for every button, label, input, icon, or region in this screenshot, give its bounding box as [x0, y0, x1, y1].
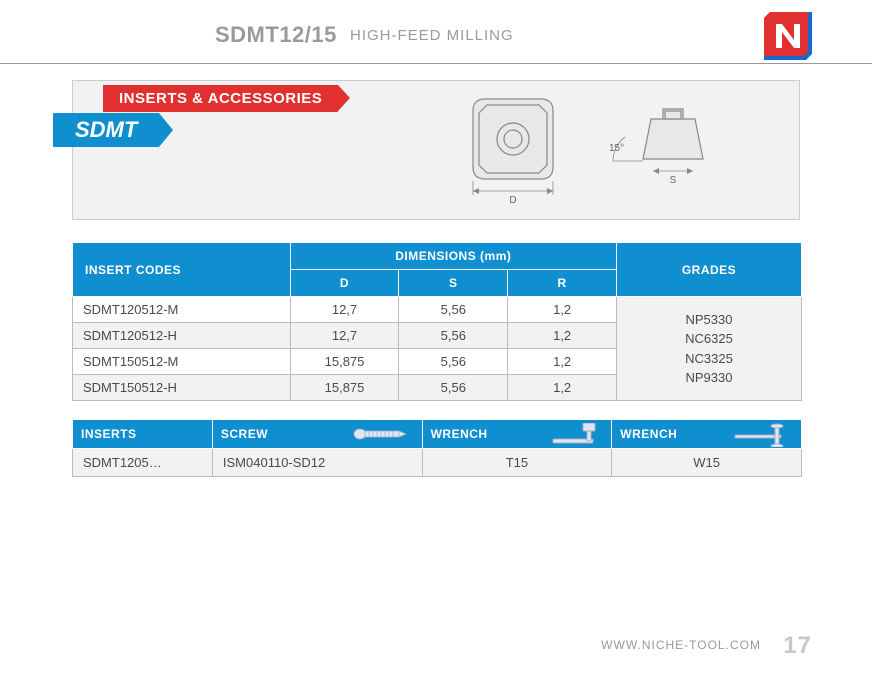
col-wrench-l-label: WRENCH — [431, 427, 488, 441]
angle-label: 15° — [609, 143, 624, 154]
cell-r: 1,2 — [508, 323, 617, 349]
cell-r: 1,2 — [508, 375, 617, 401]
header-title: SDMT12/15 — [215, 22, 337, 48]
col-dimensions: DIMENSIONS (mm) — [290, 243, 616, 270]
cell-d: 12,7 — [290, 297, 399, 323]
col-wrench-t: WRENCH — [612, 420, 802, 449]
l-wrench-icon — [547, 423, 601, 450]
cell-s: 5,56 — [399, 323, 508, 349]
cell-d: 15,875 — [290, 375, 399, 401]
cell-s: 5,56 — [399, 349, 508, 375]
cell-wrench2: W15 — [612, 449, 802, 477]
cell-d: 15,875 — [290, 349, 399, 375]
header-subtitle: HIGH-FEED MILLING — [350, 27, 514, 44]
col-wrench-t-label: WRENCH — [620, 427, 677, 441]
dim-s-label: S — [670, 175, 677, 186]
t-wrench-icon — [731, 423, 791, 450]
col-inserts-label: INSERTS — [81, 427, 137, 441]
insert-diagram: D 15° S — [443, 91, 763, 221]
cell-s: 5,56 — [399, 297, 508, 323]
accessories-table: INSERTS SCREW — [72, 419, 802, 477]
page-number: 17 — [783, 632, 812, 659]
brand-logo — [764, 12, 812, 60]
col-r: R — [508, 270, 617, 297]
col-d: D — [290, 270, 399, 297]
inserts-table: INSERT CODES DIMENSIONS (mm) GRADES D S … — [72, 242, 802, 401]
grade-item: NP5330 — [627, 310, 791, 330]
section-banner: INSERTS & ACCESSORIES — [103, 85, 338, 112]
col-inserts: INSERTS — [73, 420, 213, 449]
table-row: SDMT120512-M 12,7 5,56 1,2 NP5330 NC6325… — [73, 297, 802, 323]
footer-url: WWW.NICHE-TOOL.COM — [601, 638, 761, 652]
cell-code: SDMT150512-H — [73, 375, 291, 401]
grade-item: NC6325 — [627, 329, 791, 349]
cell-code: SDMT150512-M — [73, 349, 291, 375]
cell-r: 1,2 — [508, 349, 617, 375]
page-footer: WWW.NICHE-TOOL.COM 17 — [601, 632, 812, 660]
cell-code: SDMT120512-M — [73, 297, 291, 323]
cell-inserts: SDMT1205… — [73, 449, 213, 477]
col-screw-label: SCREW — [221, 427, 268, 441]
col-wrench-l: WRENCH — [422, 420, 612, 449]
hero-panel: INSERTS & ACCESSORIES SDMT D — [72, 80, 800, 220]
cell-d: 12,7 — [290, 323, 399, 349]
col-screw: SCREW — [212, 420, 422, 449]
cell-s: 5,56 — [399, 375, 508, 401]
grades-cell: NP5330 NC6325 NC3325 NP9330 — [617, 297, 802, 401]
col-s: S — [399, 270, 508, 297]
grade-item: NC3325 — [627, 349, 791, 369]
cell-screw: ISM040110-SD12 — [212, 449, 422, 477]
product-tag: SDMT — [53, 113, 159, 147]
dim-d-label: D — [509, 195, 516, 206]
col-grades: GRADES — [617, 243, 802, 297]
cell-wrench1: T15 — [422, 449, 612, 477]
cell-code: SDMT120512-H — [73, 323, 291, 349]
col-insert-codes: INSERT CODES — [73, 243, 291, 297]
screw-icon — [352, 423, 412, 448]
grade-item: NP9330 — [627, 368, 791, 388]
table-row: SDMT1205… ISM040110-SD12 T15 W15 — [73, 449, 802, 477]
page-header: SDMT12/15 HIGH-FEED MILLING — [0, 0, 872, 64]
cell-r: 1,2 — [508, 297, 617, 323]
